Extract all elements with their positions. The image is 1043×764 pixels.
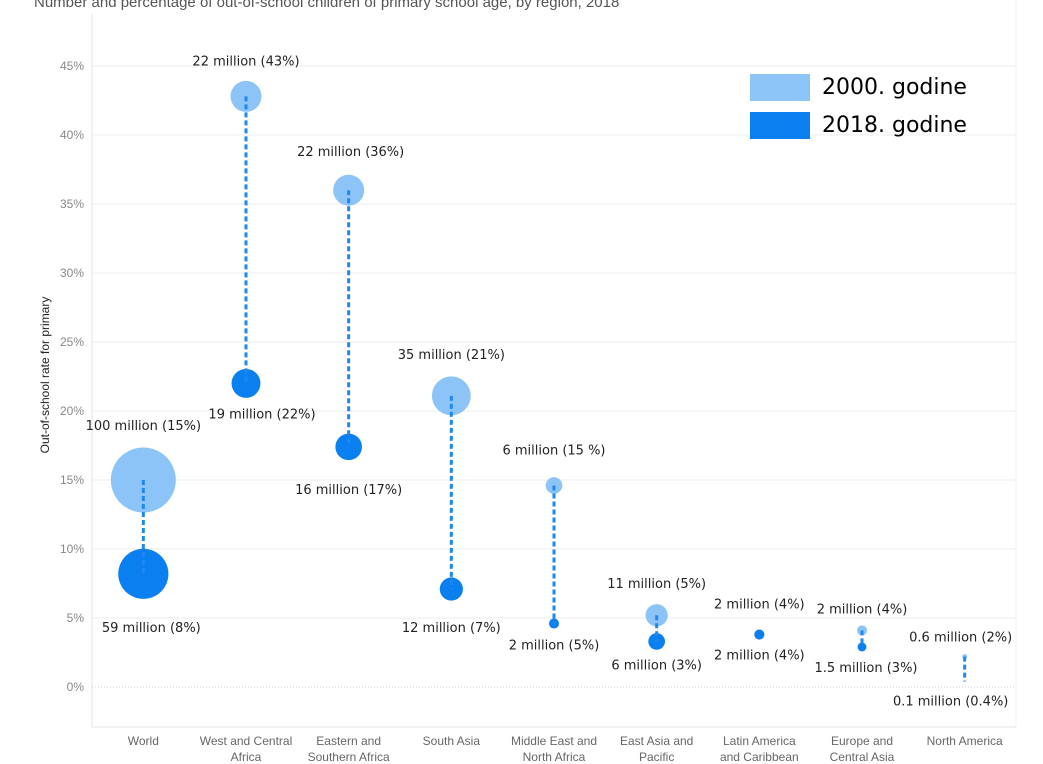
x-category-label: South Asia (423, 734, 481, 748)
y-tick-label: 25% (60, 335, 84, 349)
data-label-2018: 16 million (17%) (295, 483, 402, 498)
data-label-2000: 100 million (15%) (86, 419, 201, 434)
x-category-label: Europe and (831, 734, 893, 748)
x-category-label: Latin America (723, 734, 796, 748)
legend-swatch-2018 (750, 111, 810, 139)
data-label-2000: 22 million (43%) (192, 54, 299, 69)
legend-swatch-2000 (750, 73, 810, 101)
x-category-label: and Caribbean (720, 750, 799, 764)
chart-title: Number and percentage of out-of-school c… (34, 0, 620, 11)
data-label-2000: 2 million (4%) (714, 598, 805, 613)
data-label-2000: 2 million (4%) (817, 602, 908, 617)
x-category-label: Africa (231, 750, 262, 764)
data-label-2018: 59 million (8%) (102, 621, 201, 636)
bubble-2018 (231, 368, 261, 398)
x-category-label: North Africa (523, 750, 586, 764)
data-label-2000: 6 million (15 %) (502, 444, 605, 459)
data-label-2018: 6 million (3%) (611, 658, 702, 673)
y-tick-label: 45% (60, 59, 84, 73)
x-category-label: East Asia and (620, 734, 693, 748)
data-label-2000: 0.6 million (2%) (909, 631, 1012, 646)
data-label-2000: 35 million (21%) (398, 348, 505, 363)
x-category-label: Middle East and (511, 734, 597, 748)
y-tick-label: 20% (60, 404, 84, 418)
legend-item-2000: 2000. godine (750, 68, 967, 106)
y-tick-label: 10% (60, 542, 84, 556)
data-label-2018: 2 million (4%) (714, 649, 805, 664)
x-category-label: Pacific (639, 750, 674, 764)
x-category-label: North America (927, 734, 1003, 748)
x-category-label: World (128, 734, 159, 748)
y-tick-label: 0% (67, 680, 85, 694)
bubble-2018 (754, 629, 765, 640)
bubble-2000 (856, 625, 868, 636)
y-tick-label: 35% (60, 197, 84, 211)
y-tick-label: 30% (60, 266, 84, 280)
y-tick-label: 15% (60, 473, 84, 487)
bubble-2000 (545, 477, 563, 494)
x-category-label: Southern Africa (308, 750, 390, 764)
legend-label-2000: 2000. godine (822, 74, 967, 100)
x-category-label: Eastern and (316, 734, 381, 748)
legend-item-2018: 2018. godine (750, 106, 967, 144)
x-category-label: Central Asia (830, 750, 895, 764)
x-category-label: West and Central (200, 734, 293, 748)
y-axis-label: Out-of-school rate for primary (38, 297, 52, 454)
data-label-2000: 22 million (36%) (297, 145, 404, 160)
data-label-2018: 2 million (5%) (509, 639, 600, 654)
data-label-2018: 19 million (22%) (208, 407, 315, 422)
legend: 2000. godine 2018. godine (750, 68, 967, 144)
data-label-2018: 12 million (7%) (402, 621, 501, 636)
data-label-2018: 1.5 million (3%) (814, 661, 917, 676)
y-tick-label: 40% (60, 128, 84, 142)
data-label-2000: 11 million (5%) (607, 577, 706, 592)
legend-label-2018: 2018. godine (822, 112, 967, 138)
y-tick-label: 5% (67, 611, 85, 625)
bubble-2018 (118, 548, 169, 599)
data-label-2018: 0.1 million (0.4%) (893, 694, 1008, 709)
